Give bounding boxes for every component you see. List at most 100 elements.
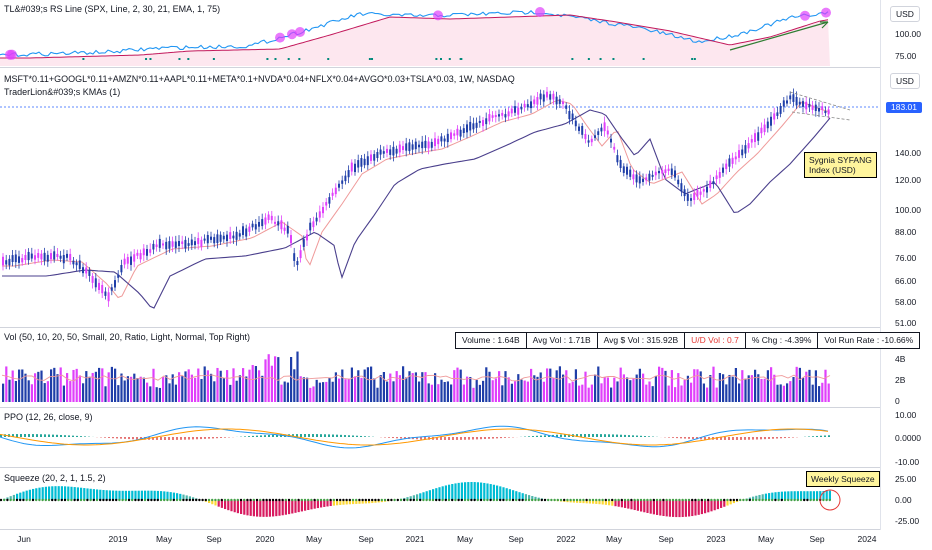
squeeze-momentum-bar (233, 500, 236, 513)
candle-body (658, 170, 660, 174)
squeeze-momentum-bar (89, 488, 92, 500)
volume-bar (331, 381, 334, 402)
squeeze-momentum-bar (662, 500, 665, 516)
volume-pane[interactable]: Vol (50, 10, 20, 50, Small, 20, Ratio, L… (0, 328, 880, 406)
squeeze-dot (204, 498, 207, 502)
volume-bar (72, 369, 75, 402)
candle-body (328, 197, 331, 204)
squeeze-momentum-bar (67, 486, 70, 500)
ppo-histogram-bar (136, 437, 138, 440)
squeeze-dot (15, 498, 19, 502)
ppo-histogram-bar (736, 437, 738, 440)
squeeze-dot (668, 498, 671, 502)
squeeze-momentum-bar (86, 488, 89, 500)
volume-bar (242, 368, 245, 402)
squeeze-dot (255, 498, 259, 502)
volume-bar (171, 374, 174, 402)
candle-body (594, 135, 596, 138)
ppo-histogram-bar (64, 435, 66, 437)
squeeze-momentum-bar (163, 491, 166, 500)
candle-body (98, 282, 100, 290)
rs-new-high-marker (800, 10, 810, 21)
squeeze-momentum-bar (691, 500, 694, 517)
squeeze-momentum-bar (460, 482, 463, 500)
info-avg-vol: Avg Vol : 1.71B (527, 333, 598, 348)
time-tick: 2024 (857, 534, 877, 544)
volume-bar (373, 378, 376, 402)
price-pane[interactable]: MSFT*0.11+GOOGL*0.11+AMZN*0.11+AAPL*0.11… (0, 68, 880, 326)
ppo-pane[interactable]: PPO (12, 26, close, 9) (0, 408, 880, 466)
squeeze-dot (527, 498, 531, 502)
squeeze-momentum-bar (700, 500, 703, 515)
volume-bar (146, 382, 149, 402)
squeeze-dot (156, 498, 159, 502)
candle-body (654, 171, 657, 176)
candle-body (120, 264, 123, 273)
ppo-histogram-bar (624, 434, 626, 437)
ppo-histogram-bar (52, 434, 54, 437)
candle-body (270, 215, 273, 221)
price-currency-button[interactable]: USD (890, 73, 920, 89)
ppo-histogram-bar (172, 437, 174, 440)
squeeze-momentum-bar (803, 491, 806, 500)
squeeze-pane[interactable]: Squeeze (20, 2, 1, 1.5, 2) (0, 468, 880, 528)
squeeze-dot (243, 498, 246, 502)
candle-body (14, 254, 17, 263)
candle-body (638, 176, 641, 184)
rs-currency-button[interactable]: USD (890, 6, 920, 22)
rs-new-high-marker (821, 7, 831, 18)
ppo-histogram-bar (704, 437, 706, 440)
volume-bar (776, 384, 779, 402)
time-tick: Jun (17, 534, 31, 544)
candle-body (536, 97, 539, 105)
pane-divider (0, 67, 932, 68)
volume-bar (210, 373, 213, 402)
volume-bar (494, 378, 497, 402)
volume-bar (11, 370, 14, 402)
candle-body (245, 228, 248, 237)
candle-body (808, 103, 811, 107)
volume-bar (664, 370, 667, 402)
candle-body (130, 256, 132, 265)
volume-bar (325, 381, 328, 402)
ppo-histogram-bar (72, 435, 74, 437)
price-tick: 51.00 (895, 318, 917, 328)
squeeze-momentum-bar (102, 489, 105, 500)
squeeze-momentum-bar (812, 491, 815, 500)
squeeze-dot (662, 498, 665, 502)
candle-body (469, 121, 472, 131)
candle-body (450, 132, 452, 140)
squeeze-momentum-bar (60, 486, 63, 500)
squeeze-dot (303, 498, 307, 502)
ppo-histogram-bar (784, 437, 786, 439)
squeeze-dot (220, 498, 223, 502)
squeeze-momentum-bar (70, 486, 73, 500)
candle-body (34, 255, 36, 260)
squeeze-momentum-bar (307, 500, 310, 511)
candle-body (104, 291, 107, 296)
ppo-histogram-bar (728, 437, 730, 440)
volume-bar (558, 366, 561, 402)
volume-bar (693, 369, 696, 402)
candle-body (549, 94, 552, 100)
squeeze-dot (553, 498, 556, 502)
candle-body (738, 150, 740, 158)
rs-line-pane[interactable]: TL&#039;s RS Line (SPX, Line, 2, 30, 21,… (0, 0, 880, 66)
squeeze-dot (79, 498, 83, 502)
ppo-histogram-bar (204, 437, 206, 439)
squeeze-dot (390, 498, 393, 502)
squeeze-momentum-bar (771, 492, 774, 500)
squeeze-momentum-bar (524, 494, 527, 500)
candle-body (782, 100, 785, 107)
squeeze-dot (371, 498, 374, 502)
squeeze-dot (233, 498, 236, 502)
candle-body (136, 252, 139, 256)
candle-body (290, 235, 292, 244)
volume-bar (648, 381, 651, 402)
volume-bar (811, 384, 814, 402)
squeeze-momentum-bar (121, 490, 124, 500)
candle-body (440, 136, 443, 142)
volume-bar (485, 367, 488, 402)
volume-bar (123, 380, 126, 402)
ppo-histogram-bar (720, 437, 722, 440)
